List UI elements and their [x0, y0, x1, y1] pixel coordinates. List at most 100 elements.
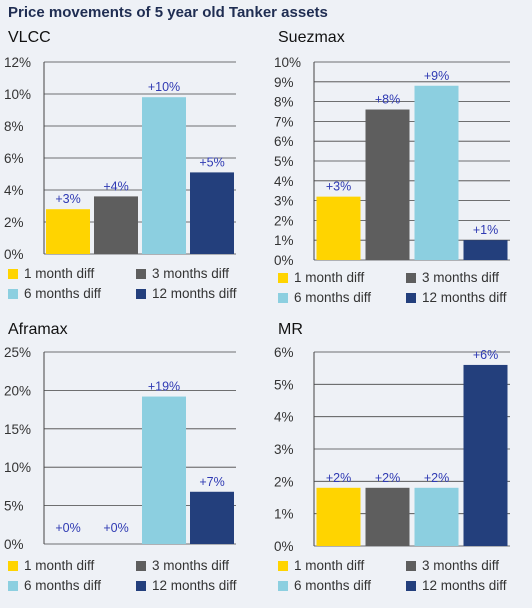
- legend-item: 1 month diff: [8, 558, 94, 573]
- data-label: +10%: [148, 80, 180, 94]
- legend-item: 12 months diff: [406, 290, 507, 305]
- y-tick-label: 6%: [274, 345, 294, 360]
- legend-swatch: [136, 288, 146, 299]
- bar: [316, 196, 361, 260]
- data-label: +3%: [326, 180, 351, 194]
- bar: [414, 487, 459, 546]
- y-tick-label: 8%: [274, 95, 294, 110]
- bar: [190, 172, 234, 254]
- chart-title: MR: [278, 321, 303, 338]
- chart-legend: 1 month diff 3 months diff 6 months diff 12…: [270, 558, 532, 602]
- y-tick-label: 3%: [274, 194, 294, 209]
- chart-legend: 1 month diff 3 months diff 6 months diff 12…: [0, 266, 262, 310]
- legend-label: 12 months diff: [422, 578, 507, 593]
- legend-swatch: [278, 560, 288, 571]
- bar: [463, 364, 508, 546]
- bar: [414, 85, 459, 260]
- legend-item: 12 months diff: [136, 578, 237, 593]
- chart-svg: Aframax 0% 5% 10% 15% 20% 25% +0% +0% +19% +7%: [4, 321, 236, 552]
- legend-label: 3 months diff: [152, 558, 230, 573]
- chart-title: Suezmax: [278, 29, 345, 46]
- data-label: +2%: [326, 471, 351, 485]
- y-tick-label: 2%: [4, 215, 24, 230]
- y-tick-label: 15%: [4, 422, 31, 437]
- bar: [463, 240, 508, 260]
- y-tick-label: 0%: [274, 539, 294, 554]
- legend-swatch: [136, 560, 146, 571]
- legend-item: 6 months diff: [8, 578, 101, 593]
- bar: [190, 491, 234, 544]
- legend-item: 3 months diff: [136, 266, 229, 281]
- chart-legend: 1 month diff 3 months diff 6 months diff 12…: [0, 558, 262, 602]
- legend-swatch: [136, 580, 146, 591]
- data-label: +4%: [103, 179, 128, 193]
- y-tick-label: 3%: [274, 442, 294, 457]
- legend-item: 1 month diff: [278, 270, 364, 285]
- data-label: +8%: [375, 93, 400, 107]
- y-tick-label: 10%: [274, 55, 301, 70]
- legend-swatch: [8, 288, 18, 299]
- data-label: +0%: [55, 521, 80, 535]
- data-label: +3%: [55, 192, 80, 206]
- chart-title: Aframax: [8, 321, 68, 338]
- data-label: +5%: [199, 155, 224, 169]
- legend-label: 1 month diff: [294, 270, 365, 285]
- chart-title: VLCC: [8, 29, 51, 46]
- legend-item: 1 month diff: [278, 558, 364, 573]
- chart-panel-aframax: Aframax 0% 5% 10% 15% 20% 25% +0% +0% +19% +7% 1 mo…: [0, 318, 262, 608]
- legend-label: 1 month diff: [24, 558, 95, 573]
- y-tick-label: 0%: [274, 253, 294, 268]
- chart-svg: Suezmax 0% 1% 2% 3% 4% 5% 6% 7% 8% 9% 10% +3% +8% +9% +…: [274, 29, 510, 268]
- y-tick-label: 4%: [4, 183, 24, 198]
- y-tick-label: 4%: [274, 410, 294, 425]
- y-tick-label: 7%: [274, 114, 294, 129]
- legend-item: 1 month diff: [8, 266, 94, 281]
- data-label: +2%: [375, 471, 400, 485]
- y-tick-label: 25%: [4, 345, 31, 360]
- y-tick-label: 1%: [274, 507, 294, 522]
- legend-swatch: [136, 268, 146, 279]
- legend-label: 12 months diff: [152, 578, 237, 593]
- chart-svg: MR 0% 1% 2% 3% 4% 5% 6% +2% +2% +2% +6%: [274, 321, 510, 554]
- data-label: +9%: [424, 69, 449, 83]
- y-tick-label: 5%: [4, 499, 24, 514]
- y-tick-label: 20%: [4, 383, 31, 398]
- chart-svg: VLCC 0% 2% 4% 6% 8% 10% 12% +3% +4% +10% +5%: [4, 29, 236, 262]
- legend-item: 6 months diff: [278, 290, 371, 305]
- legend-item: 3 months diff: [136, 558, 229, 573]
- data-label: +0%: [103, 521, 128, 535]
- legend-item: 12 months diff: [406, 578, 507, 593]
- bar: [94, 196, 138, 254]
- y-tick-label: 5%: [274, 154, 294, 169]
- chart-panel-suezmax: Suezmax 0% 1% 2% 3% 4% 5% 6% 7% 8% 9% 10% +3% +8% +9% +…: [270, 26, 532, 316]
- legend-label: 12 months diff: [152, 286, 237, 301]
- legend-swatch: [278, 272, 288, 283]
- legend-label: 6 months diff: [24, 286, 102, 301]
- legend-swatch: [8, 580, 18, 591]
- legend-item: 6 months diff: [8, 286, 101, 301]
- legend-label: 3 months diff: [422, 558, 500, 573]
- y-tick-label: 10%: [4, 87, 31, 102]
- data-label: +2%: [424, 471, 449, 485]
- y-tick-label: 4%: [274, 174, 294, 189]
- legend-label: 3 months diff: [152, 266, 230, 281]
- legend-swatch: [406, 580, 416, 591]
- y-tick-label: 0%: [4, 537, 24, 552]
- bar: [142, 97, 186, 254]
- legend-swatch: [406, 272, 416, 283]
- legend-label: 6 months diff: [24, 578, 102, 593]
- legend-label: 6 months diff: [294, 578, 372, 593]
- bar: [316, 487, 361, 546]
- chart-panel-vlcc: VLCC 0% 2% 4% 6% 8% 10% 12% +3% +4% +10% +5% 1 month…: [0, 26, 262, 316]
- data-label: +19%: [148, 380, 180, 394]
- page-title: Price movements of 5 year old Tanker ass…: [8, 4, 328, 21]
- chart-legend: 1 month diff 3 months diff 6 months diff 12…: [270, 270, 532, 314]
- legend-swatch: [278, 292, 288, 303]
- legend-label: 1 month diff: [24, 266, 95, 281]
- y-tick-label: 12%: [4, 55, 31, 70]
- y-tick-label: 5%: [274, 377, 294, 392]
- legend-item: 3 months diff: [406, 270, 499, 285]
- bar: [142, 396, 186, 544]
- legend-label: 12 months diff: [422, 290, 507, 305]
- legend-swatch: [406, 560, 416, 571]
